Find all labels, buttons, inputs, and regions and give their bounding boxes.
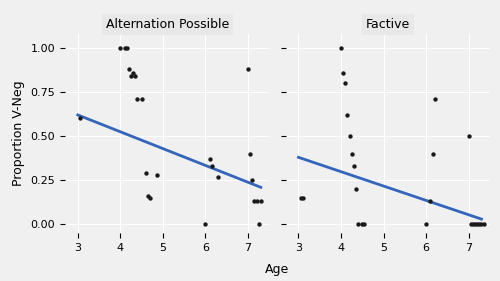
Title: Alternation Possible: Alternation Possible	[106, 18, 229, 31]
Y-axis label: Proportion V-Neg: Proportion V-Neg	[12, 81, 25, 186]
Point	[246, 151, 254, 156]
Point	[354, 222, 362, 227]
Point	[473, 222, 481, 227]
Point	[127, 74, 135, 78]
Point	[296, 196, 304, 200]
Point	[250, 199, 258, 204]
Point	[352, 187, 360, 191]
Point	[202, 222, 209, 227]
Point	[125, 67, 133, 71]
Point	[138, 97, 145, 101]
Point	[254, 222, 262, 227]
Point	[248, 178, 256, 183]
Point	[471, 222, 479, 227]
Point	[244, 67, 252, 71]
Point	[480, 222, 488, 227]
Point	[206, 157, 214, 161]
Point	[146, 196, 154, 200]
Point	[348, 151, 356, 156]
Point	[360, 222, 368, 227]
Point	[142, 171, 150, 175]
Point	[339, 70, 347, 75]
Point	[464, 134, 472, 138]
Point	[116, 46, 124, 50]
Point	[426, 199, 434, 204]
Point	[252, 199, 260, 204]
Point	[122, 46, 130, 50]
Point	[422, 222, 430, 227]
Title: Factive: Factive	[366, 18, 410, 31]
Point	[337, 46, 345, 50]
Point	[346, 134, 354, 138]
Point	[428, 151, 436, 156]
Point	[152, 173, 160, 177]
Point	[469, 222, 477, 227]
Point	[214, 175, 222, 179]
Point	[129, 70, 137, 75]
Point	[467, 222, 475, 227]
Point	[478, 222, 486, 227]
Point	[144, 194, 152, 198]
Point	[298, 196, 306, 200]
Point	[120, 46, 128, 50]
Point	[358, 222, 366, 227]
Point	[344, 113, 351, 117]
Point	[430, 97, 438, 101]
Point	[134, 97, 141, 101]
Point	[476, 222, 484, 227]
Point	[208, 164, 216, 168]
Point	[342, 81, 349, 85]
Point	[131, 74, 139, 78]
Text: Age: Age	[266, 262, 289, 276]
Point	[350, 164, 358, 168]
Point	[76, 116, 84, 121]
Point	[257, 199, 265, 204]
